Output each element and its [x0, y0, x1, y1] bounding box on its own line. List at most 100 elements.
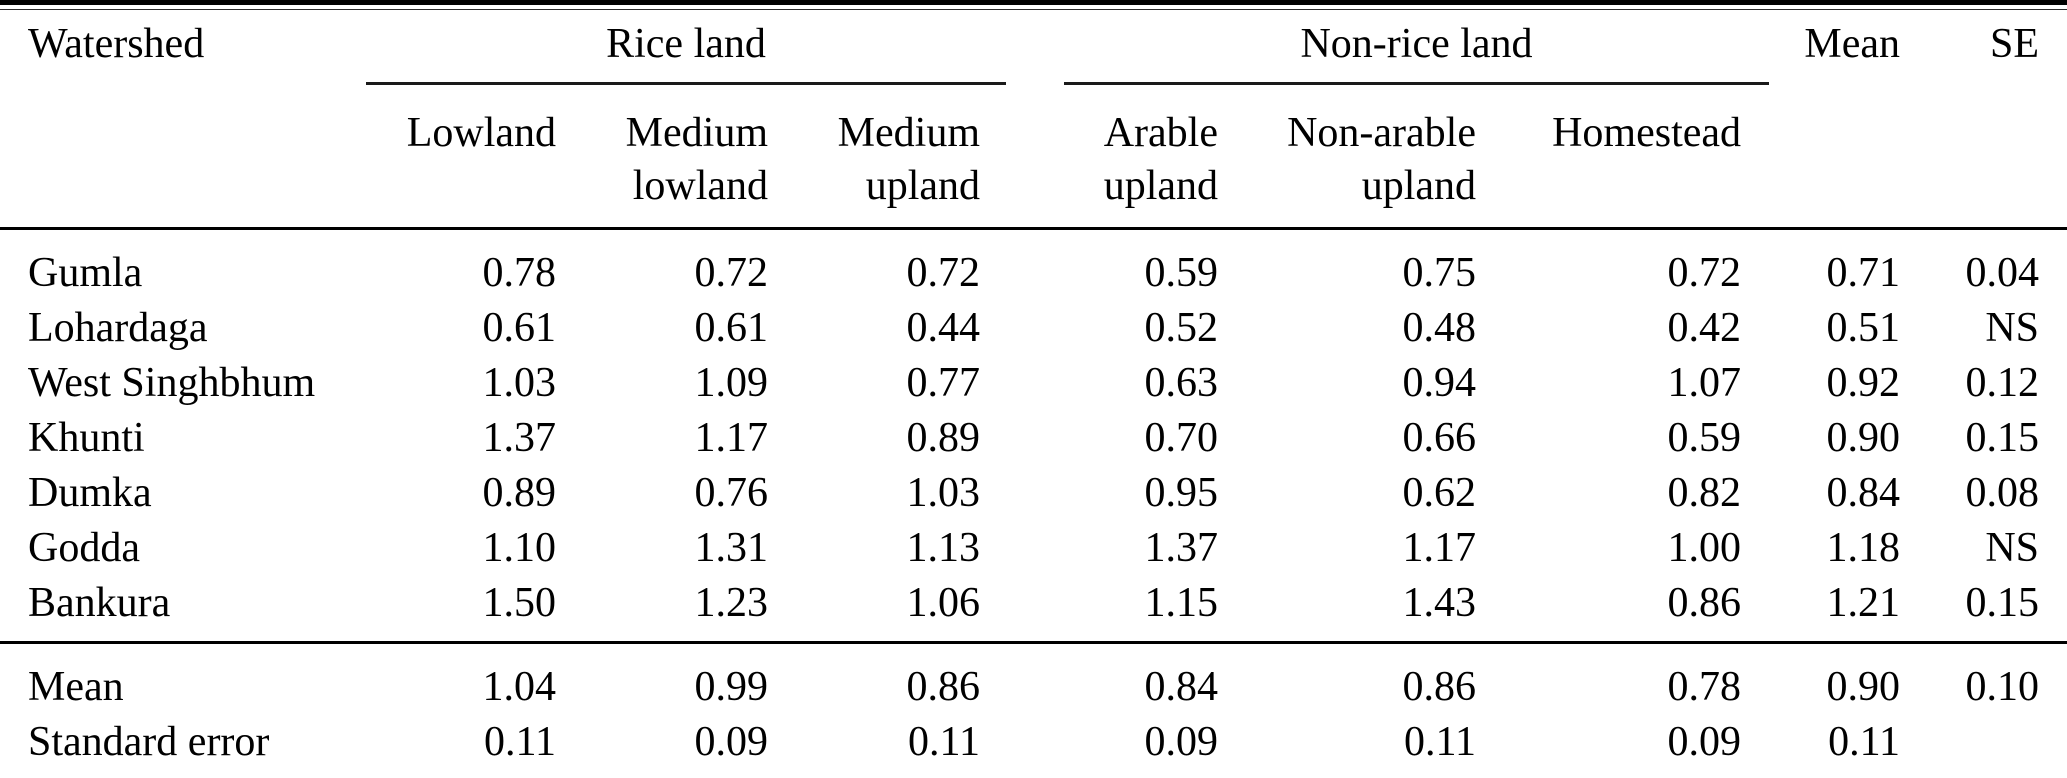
summary-label: Standard error	[28, 719, 270, 765]
value-cell: 0.86	[1667, 580, 1742, 626]
watershed-name: Bankura	[28, 580, 171, 626]
mean-cell: 0.92	[1826, 360, 1901, 406]
value-cell: 1.50	[482, 580, 557, 626]
value-cell: 1.09	[694, 360, 769, 406]
top-thin-rule	[0, 9, 2067, 10]
se-cell: NS	[1985, 305, 2040, 351]
se-cell	[1928, 715, 2067, 778]
value-cell: 0.72	[694, 250, 769, 296]
table-summary-section: Mean 1.04 0.99 0.86 0.84 0.86 0.78 0.90 …	[0, 641, 2067, 778]
group-header-row: Watershed Rice land Non-rice land Mean S…	[0, 10, 2067, 230]
mean-cell: 0.90	[1826, 415, 1901, 461]
se-cell: 0.15	[1965, 580, 2040, 626]
value-cell: 0.86	[1246, 641, 1504, 715]
value-cell: 0.09	[1144, 719, 1219, 765]
table-row: Khunti 1.37 1.17 0.89 0.70 0.66 0.59 0.9…	[0, 411, 2067, 466]
table-header: Watershed Rice land Non-rice land Mean S…	[0, 10, 2067, 230]
value-cell: 1.23	[694, 580, 769, 626]
watershed-name: Gumla	[28, 250, 143, 296]
group-header-rice-land-label: Rice land	[366, 20, 1006, 85]
top-thick-rule	[0, 0, 2067, 5]
value-cell: 0.48	[1402, 305, 1477, 351]
value-cell: 1.13	[906, 525, 981, 571]
mean-cell: 0.71	[1826, 250, 1901, 296]
column-header-non-arable-upland: Non-arable upland	[1246, 85, 1504, 230]
value-cell: 0.11	[908, 719, 980, 765]
mean-cell: 1.21	[1826, 580, 1901, 626]
value-cell: 1.15	[1144, 580, 1219, 626]
se-cell: 0.12	[1965, 360, 2040, 406]
value-cell: 0.63	[1144, 360, 1219, 406]
value-cell: 0.89	[482, 470, 557, 516]
mean-cell: 0.11	[1828, 719, 1901, 765]
column-header-mean: Mean	[1769, 10, 1929, 230]
value-cell: 0.89	[906, 415, 981, 461]
value-cell: 0.78	[1504, 641, 1770, 715]
mean-cell: 0.51	[1826, 305, 1901, 351]
table-row: Gumla 0.78 0.72 0.72 0.59 0.75 0.72 0.71…	[0, 229, 2067, 302]
value-cell: 0.76	[694, 470, 769, 516]
table-row: Bankura 1.50 1.23 1.06 1.15 1.43 0.86 1.…	[0, 576, 2067, 643]
value-cell: 0.75	[1402, 250, 1477, 296]
watershed-name: Lohardaga	[28, 305, 208, 351]
value-cell: 0.52	[1144, 305, 1219, 351]
value-cell: 1.43	[1402, 580, 1477, 626]
summary-label: Mean	[0, 641, 340, 715]
value-cell: 1.04	[340, 641, 584, 715]
value-cell: 1.37	[482, 415, 557, 461]
table-row: Godda 1.10 1.31 1.13 1.37 1.17 1.00 1.18…	[0, 521, 2067, 576]
sub-header-row: Lowland Medium lowland Medium upland Ara…	[0, 85, 2067, 230]
se-cell: 0.10	[1928, 641, 2067, 715]
mean-cell: 0.90	[1769, 641, 1929, 715]
group-header-non-rice-land: Non-rice land	[1008, 10, 1770, 85]
se-cell: 0.04	[1965, 250, 2040, 296]
column-header-homestead: Homestead	[1504, 85, 1770, 230]
column-header-arable-upland: Arable upland	[1008, 85, 1246, 230]
value-cell: 0.42	[1667, 305, 1742, 351]
value-cell: 1.07	[1667, 360, 1742, 406]
group-header-non-rice-land-label: Non-rice land	[1064, 20, 1770, 85]
se-cell: 0.15	[1965, 415, 2040, 461]
value-cell: 0.66	[1402, 415, 1477, 461]
value-cell: 0.62	[1402, 470, 1477, 516]
table-row: Lohardaga 0.61 0.61 0.44 0.52 0.48 0.42 …	[0, 301, 2067, 356]
value-cell: 0.59	[1667, 415, 1742, 461]
watershed-name: Dumka	[28, 470, 152, 516]
value-cell: 0.86	[796, 641, 1008, 715]
value-cell: 0.94	[1402, 360, 1477, 406]
value-cell: 1.03	[906, 470, 981, 516]
value-cell: 0.95	[1144, 470, 1219, 516]
watershed-name: Godda	[28, 525, 140, 571]
value-cell: 0.77	[906, 360, 981, 406]
watershed-name: Khunti	[28, 415, 145, 461]
value-cell: 1.31	[694, 525, 769, 571]
value-cell: 0.72	[906, 250, 981, 296]
column-header-medium-lowland: Medium lowland	[584, 85, 796, 230]
value-cell: 0.99	[584, 641, 796, 715]
value-cell: 0.11	[484, 719, 556, 765]
value-cell: 0.59	[1144, 250, 1219, 296]
value-cell: 0.09	[694, 719, 769, 765]
table-row: Dumka 0.89 0.76 1.03 0.95 0.62 0.82 0.84…	[0, 466, 2067, 521]
value-cell: 1.17	[1402, 525, 1477, 571]
table-body: Gumla 0.78 0.72 0.72 0.59 0.75 0.72 0.71…	[0, 229, 2067, 643]
column-header-watershed: Watershed	[0, 10, 340, 230]
value-cell: 0.11	[1404, 719, 1476, 765]
summary-row-mean: Mean 1.04 0.99 0.86 0.84 0.86 0.78 0.90 …	[0, 641, 2067, 715]
watershed-data-table: Watershed Rice land Non-rice land Mean S…	[0, 10, 2067, 778]
mean-cell: 1.18	[1826, 525, 1901, 571]
value-cell: 0.82	[1667, 470, 1742, 516]
group-header-rice-land: Rice land	[340, 10, 1008, 85]
value-cell: 0.09	[1667, 719, 1742, 765]
value-cell: 1.37	[1144, 525, 1219, 571]
value-cell: 0.84	[1008, 641, 1246, 715]
value-cell: 0.78	[482, 250, 557, 296]
value-cell: 0.61	[482, 305, 557, 351]
table-row: West Singhbhum 1.03 1.09 0.77 0.63 0.94 …	[0, 356, 2067, 411]
value-cell: 0.72	[1667, 250, 1742, 296]
value-cell: 0.70	[1144, 415, 1219, 461]
value-cell: 0.44	[906, 305, 981, 351]
value-cell: 1.00	[1667, 525, 1742, 571]
summary-row-standard-error: Standard error 0.11 0.09 0.11 0.09 0.11 …	[0, 715, 2067, 778]
